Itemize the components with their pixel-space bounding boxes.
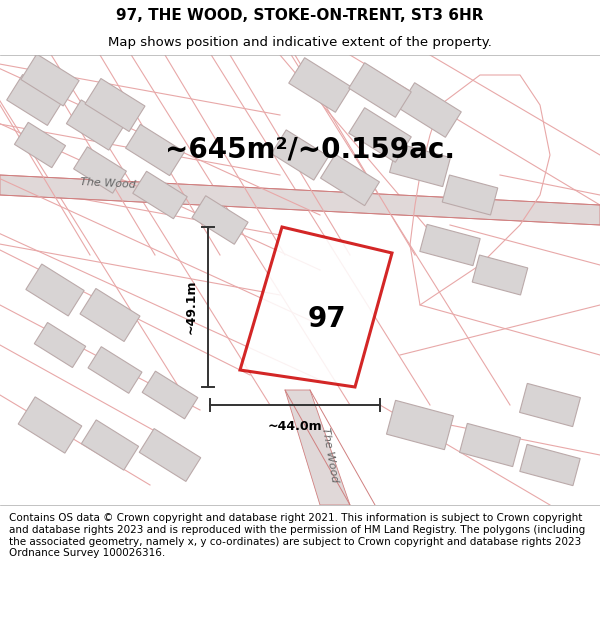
Polygon shape xyxy=(26,264,84,316)
Text: The Wood: The Wood xyxy=(80,176,136,189)
Polygon shape xyxy=(520,444,580,486)
Polygon shape xyxy=(80,289,140,341)
Polygon shape xyxy=(399,82,461,138)
Polygon shape xyxy=(34,322,86,368)
Polygon shape xyxy=(125,124,184,176)
Polygon shape xyxy=(139,429,201,481)
Polygon shape xyxy=(472,255,528,295)
Polygon shape xyxy=(460,423,520,467)
Polygon shape xyxy=(21,54,79,106)
Polygon shape xyxy=(74,147,127,193)
Text: The Wood: The Wood xyxy=(320,427,340,483)
Text: 97, THE WOOD, STOKE-ON-TRENT, ST3 6HR: 97, THE WOOD, STOKE-ON-TRENT, ST3 6HR xyxy=(116,8,484,23)
Polygon shape xyxy=(442,175,498,215)
Polygon shape xyxy=(133,171,187,219)
Polygon shape xyxy=(192,196,248,244)
Polygon shape xyxy=(389,143,451,187)
Text: ~645m²/~0.159ac.: ~645m²/~0.159ac. xyxy=(165,136,455,164)
Polygon shape xyxy=(14,122,65,168)
Text: Map shows position and indicative extent of the property.: Map shows position and indicative extent… xyxy=(108,36,492,49)
Polygon shape xyxy=(88,347,142,393)
Polygon shape xyxy=(85,79,145,131)
Text: 97: 97 xyxy=(308,305,347,333)
Polygon shape xyxy=(289,58,351,112)
Polygon shape xyxy=(0,175,600,225)
Polygon shape xyxy=(320,154,379,206)
Polygon shape xyxy=(386,401,454,449)
Polygon shape xyxy=(349,107,411,162)
Polygon shape xyxy=(520,383,580,427)
Polygon shape xyxy=(67,100,124,150)
Polygon shape xyxy=(285,390,350,505)
Polygon shape xyxy=(82,420,139,470)
Polygon shape xyxy=(7,74,64,126)
Text: Contains OS data © Crown copyright and database right 2021. This information is : Contains OS data © Crown copyright and d… xyxy=(9,513,585,558)
Polygon shape xyxy=(420,224,480,266)
Polygon shape xyxy=(18,397,82,453)
Polygon shape xyxy=(142,371,198,419)
Text: ~44.0m: ~44.0m xyxy=(268,420,322,433)
Text: ~49.1m: ~49.1m xyxy=(185,280,198,334)
Polygon shape xyxy=(271,130,329,180)
Polygon shape xyxy=(349,62,411,118)
Polygon shape xyxy=(240,227,392,387)
